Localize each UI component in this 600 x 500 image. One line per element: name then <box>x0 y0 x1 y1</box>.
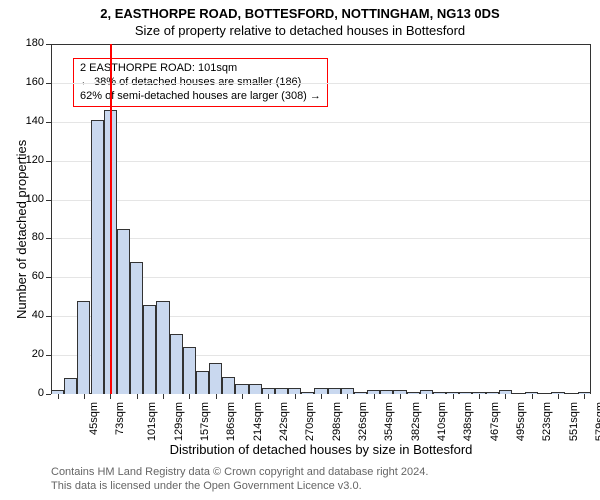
xtick-label: 157sqm <box>199 402 211 441</box>
ytick <box>46 44 51 45</box>
grid-line <box>52 161 590 162</box>
bar <box>196 371 209 394</box>
bar <box>77 301 90 394</box>
xtick-label: 495sqm <box>515 402 527 441</box>
xtick <box>58 394 59 399</box>
bar <box>328 388 341 394</box>
xtick <box>137 394 138 399</box>
xtick-label: 579sqm <box>594 402 600 441</box>
xtick-label: 326sqm <box>357 402 369 441</box>
xtick <box>505 394 506 399</box>
bar <box>143 305 156 394</box>
bar <box>64 378 77 394</box>
xtick <box>295 394 296 399</box>
xtick-label: 214sqm <box>252 402 264 441</box>
bar <box>117 229 130 394</box>
ytick <box>46 238 51 239</box>
bar <box>249 384 262 394</box>
grid-line <box>52 83 590 84</box>
ytick <box>46 83 51 84</box>
ytick-label: 40 <box>19 309 44 321</box>
bar <box>275 388 288 394</box>
ytick <box>46 122 51 123</box>
xtick <box>163 394 164 399</box>
xtick <box>532 394 533 399</box>
xtick <box>400 394 401 399</box>
ytick <box>46 200 51 201</box>
xtick-label: 270sqm <box>304 402 316 441</box>
ytick-label: 140 <box>19 115 44 127</box>
annotation-line1: 2 EASTHORPE ROAD: 101sqm <box>80 62 321 76</box>
xtick <box>268 394 269 399</box>
xtick-label: 73sqm <box>114 402 126 435</box>
chart-container: 2, EASTHORPE ROAD, BOTTESFORD, NOTTINGHA… <box>0 0 600 500</box>
xtick <box>453 394 454 399</box>
xtick-label: 410sqm <box>436 402 448 441</box>
grid-line <box>52 200 590 201</box>
bar <box>380 390 393 394</box>
y-axis-label: Number of detached properties <box>14 140 29 319</box>
xtick-label: 551sqm <box>568 402 580 441</box>
bar <box>222 377 235 395</box>
xtick-label: 354sqm <box>383 402 395 441</box>
xtick <box>216 394 217 399</box>
bar <box>156 301 169 394</box>
xtick-label: 186sqm <box>225 402 237 441</box>
bar <box>209 363 222 394</box>
xtick <box>242 394 243 399</box>
grid-line <box>52 122 590 123</box>
xtick <box>374 394 375 399</box>
grid-line <box>52 238 590 239</box>
xtick <box>479 394 480 399</box>
xtick-label: 523sqm <box>542 402 554 441</box>
xtick-label: 101sqm <box>146 402 158 441</box>
xtick <box>347 394 348 399</box>
bar <box>486 392 499 394</box>
ytick-label: 80 <box>19 231 44 243</box>
ytick <box>46 161 51 162</box>
chart-title: 2, EASTHORPE ROAD, BOTTESFORD, NOTTINGHA… <box>0 6 600 21</box>
ytick <box>46 394 51 395</box>
x-axis-label: Distribution of detached houses by size … <box>51 442 591 457</box>
xtick-label: 467sqm <box>489 402 501 441</box>
ytick-label: 100 <box>19 193 44 205</box>
xtick <box>110 394 111 399</box>
ytick-label: 160 <box>19 76 44 88</box>
xtick <box>426 394 427 399</box>
bar <box>91 120 104 394</box>
xtick-label: 45sqm <box>88 402 100 435</box>
annotation-line3: 62% of semi-detached houses are larger (… <box>80 90 321 104</box>
footer-line1: Contains HM Land Registry data © Crown c… <box>51 466 428 478</box>
bar <box>433 392 446 394</box>
bar <box>354 392 367 394</box>
xtick-label: 438sqm <box>463 402 475 441</box>
bar <box>170 334 183 394</box>
xtick <box>84 394 85 399</box>
xtick <box>321 394 322 399</box>
bar <box>183 347 196 394</box>
xtick-label: 382sqm <box>410 402 422 441</box>
xtick <box>558 394 559 399</box>
ytick <box>46 277 51 278</box>
bar <box>235 384 248 394</box>
xtick-label: 129sqm <box>173 402 185 441</box>
ytick <box>46 355 51 356</box>
marker-line <box>110 44 112 394</box>
xtick <box>584 394 585 399</box>
xtick <box>189 394 190 399</box>
bar <box>301 392 314 394</box>
ytick-label: 60 <box>19 270 44 282</box>
xtick-label: 298sqm <box>331 402 343 441</box>
ytick <box>46 316 51 317</box>
chart-subtitle: Size of property relative to detached ho… <box>0 23 600 38</box>
bar <box>459 392 472 394</box>
ytick-label: 0 <box>19 387 44 399</box>
bar <box>407 392 420 394</box>
bar <box>130 262 143 394</box>
footer-line2: This data is licensed under the Open Gov… <box>51 480 362 492</box>
ytick-label: 180 <box>19 37 44 49</box>
xtick-label: 242sqm <box>278 402 290 441</box>
ytick-label: 120 <box>19 154 44 166</box>
ytick-label: 20 <box>19 348 44 360</box>
